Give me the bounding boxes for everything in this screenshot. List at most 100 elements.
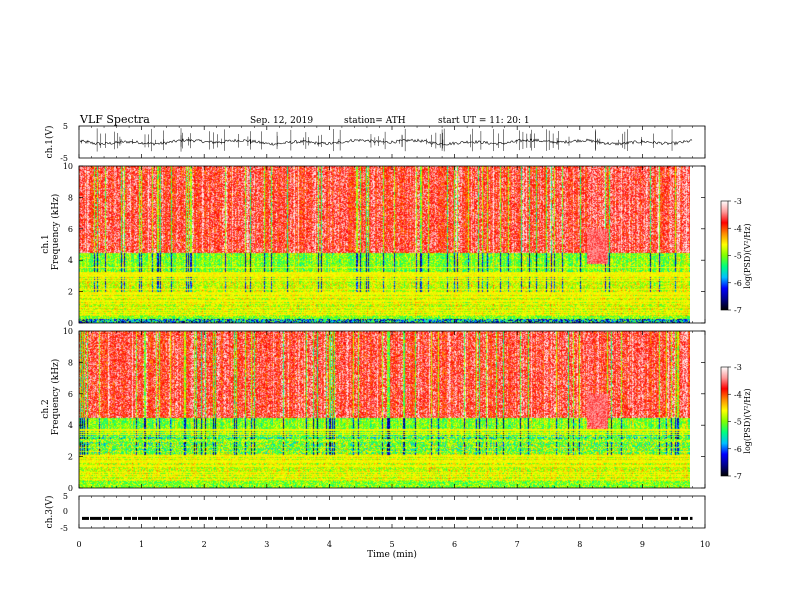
y-tick-label: 10 xyxy=(63,327,73,336)
ch1-waveform-ylabel: ch.1(V) xyxy=(44,126,55,159)
ch2-spectrogram-yticks: 0 2 4 6 8 10 xyxy=(63,327,705,493)
ch3-pulse xyxy=(181,516,189,520)
ch3-pulse xyxy=(385,516,396,520)
date-label: Sep. 12, 2019 xyxy=(250,116,313,126)
x-tick-label: 0 xyxy=(76,540,81,549)
ch3-waveform-panel: 5 0 -5 ch.3(V) xyxy=(44,492,706,533)
ch1-waveform-line xyxy=(79,138,693,146)
ch3-pulse xyxy=(296,516,302,520)
ch3-pulse xyxy=(348,516,361,520)
x-tick-label: 4 xyxy=(327,540,332,549)
ch3-pulse xyxy=(419,516,427,520)
ch3-pulse xyxy=(110,516,122,520)
x-tick-label: 7 xyxy=(515,540,520,549)
ch1-ytick-bottom: -5 xyxy=(60,154,68,163)
ch3-pulse xyxy=(199,516,207,520)
x-tick-label: 1 xyxy=(139,540,144,549)
ch3-pulse xyxy=(681,516,688,520)
ch3-pulse xyxy=(262,516,272,520)
ch3-pulse xyxy=(138,516,151,520)
ch3-pulse xyxy=(596,516,606,520)
ch3-pulse xyxy=(171,516,179,520)
ch3-pulse xyxy=(340,516,346,520)
figure-title: VLF Spectra xyxy=(79,113,150,126)
y-tick-label: 10 xyxy=(63,162,73,171)
ch3-ytick-top: 5 xyxy=(63,492,68,501)
ch3-pulse xyxy=(517,516,525,520)
ch3-pulse xyxy=(429,516,436,520)
start-ut-label: start UT = 11: 20: 1 xyxy=(438,116,530,126)
ch1-spectrogram-yticks: 0 2 4 6 8 10 xyxy=(63,162,705,328)
ch1-waveform-frame xyxy=(78,125,706,159)
y-tick-label: 2 xyxy=(68,453,73,462)
ch3-pulse xyxy=(500,516,506,520)
time-axis-label: Time (min) xyxy=(367,549,417,560)
ch3-pulse xyxy=(229,516,239,520)
ch1-colorbar-label: log(PSD)(V²/Hz) xyxy=(743,223,752,288)
ch3-waveform-line xyxy=(82,516,693,520)
ch3-pulse xyxy=(493,516,499,520)
ch3-pulse xyxy=(607,516,614,520)
ch2-spectrogram-ylabel-top: ch.2 xyxy=(41,399,51,418)
ch1-spectrogram-panel: 0 2 4 6 8 10 ch.1 Frequency (kHz) xyxy=(41,162,706,328)
ch2-colorbar: -3 -4 -5 -6 -7 log(PSD)(V²/Hz) xyxy=(720,363,752,481)
colorbar-tick-label: -6 xyxy=(734,279,742,288)
y-tick-label: 4 xyxy=(68,256,73,265)
ch2-spectrogram-panel: 0 2 4 6 8 10 ch.2 Frequency (kHz) xyxy=(41,327,706,493)
ch3-pulse xyxy=(332,516,339,520)
y-tick-label: 8 xyxy=(68,193,73,202)
ch3-pulse xyxy=(589,516,594,520)
ch3-pulse xyxy=(102,516,109,520)
ch1-waveform-panel: 5 -5 ch.1(V) xyxy=(44,122,706,163)
ch3-pulse xyxy=(250,516,261,520)
ch3-waveform-frame xyxy=(78,495,706,529)
ch3-pulse xyxy=(630,516,643,520)
ch3-pulse xyxy=(547,516,552,520)
ch2-colorbar-bar xyxy=(720,366,729,477)
ch3-pulse xyxy=(398,516,403,520)
ch3-pulse xyxy=(208,516,213,520)
colorbar-tick-label: -4 xyxy=(734,390,742,399)
time-axis-ticks: 0 1 2 3 4 5 6 7 8 9 10 xyxy=(76,126,710,549)
ch2-colorbar-label: log(PSD)(V²/Hz) xyxy=(743,388,752,453)
ch3-pulse xyxy=(674,516,679,520)
ch3-pulse xyxy=(273,516,283,520)
ch1-ytick-top: 5 xyxy=(63,122,68,131)
ch3-waveform-ylabel: ch.3(V) xyxy=(44,496,55,529)
ch3-pulse xyxy=(484,516,492,520)
colorbar-tick-label: -3 xyxy=(734,363,742,372)
ch3-pulse xyxy=(374,516,384,520)
y-tick-label: 4 xyxy=(68,421,73,430)
ch1-colorbar: -3 -4 -5 -6 -7 log(PSD)(V²/Hz) xyxy=(720,197,752,315)
ch3-pulse xyxy=(303,516,308,520)
ch3-pulse xyxy=(469,516,482,520)
ch3-pulse xyxy=(191,516,198,520)
ch3-pulse xyxy=(437,516,443,520)
ch3-pulse xyxy=(124,516,131,520)
x-tick-label: 9 xyxy=(640,540,645,549)
ch3-pulse xyxy=(456,516,467,520)
ch3-pulse xyxy=(563,516,575,520)
ch3-pulse xyxy=(363,516,373,520)
y-tick-label: 6 xyxy=(68,225,73,234)
ch3-pulse xyxy=(152,516,158,520)
colorbar-tick-label: -7 xyxy=(734,472,742,481)
ch3-pulse xyxy=(90,516,101,520)
ch2-spectrogram-ylabel-bottom: Frequency (kHz) xyxy=(50,359,61,436)
ch1-spectrogram-ylabel-bottom: Frequency (kHz) xyxy=(50,194,61,271)
ch3-pulse xyxy=(553,516,562,520)
colorbar-tick-label: -4 xyxy=(734,224,742,233)
ch3-pulse xyxy=(690,516,693,520)
ch3-pulse xyxy=(132,516,137,520)
x-tick-label: 5 xyxy=(389,540,394,549)
ch3-pulse xyxy=(507,516,516,520)
ch1-spectrogram-ylabel-top: ch.1 xyxy=(41,234,51,253)
ch3-pulse xyxy=(82,516,89,520)
x-tick-label: 3 xyxy=(264,540,269,549)
y-tick-label: 6 xyxy=(68,390,73,399)
y-tick-label: 8 xyxy=(68,358,73,367)
ch3-pulse xyxy=(444,516,455,520)
ch3-pulse xyxy=(616,516,628,520)
ch3-pulse xyxy=(241,516,249,520)
ch3-ytick-middle: 0 xyxy=(63,507,68,516)
